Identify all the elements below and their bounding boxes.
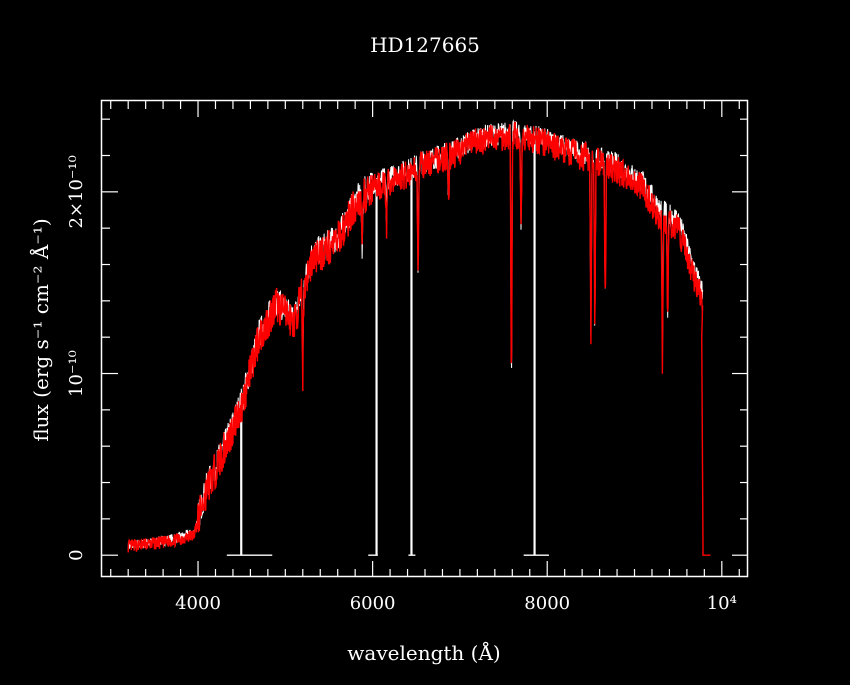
x-tick-label: 4000 [175, 593, 221, 614]
y-tick-label: 2×10⁻¹⁰ [66, 155, 87, 228]
ticks-layer [102, 101, 748, 577]
y-tick-label: 0 [66, 549, 87, 560]
y-axis-label: flux (erg s⁻¹ cm⁻² Å⁻¹) [28, 218, 53, 441]
x-tick-label: 6000 [350, 593, 396, 614]
gap-segment-3 [523, 136, 549, 556]
spectrum-layer [127, 119, 711, 556]
x-tick-label: 8000 [524, 593, 570, 614]
gap-segment-0 [226, 403, 273, 556]
tick-labels-layer: 4000 6000 8000 10⁴ 0 10⁻¹⁰ 2×10⁻¹⁰ [66, 155, 737, 614]
x-tick-label: 10⁴ [707, 593, 737, 614]
x-axis-label: wavelength (Å) [347, 640, 500, 665]
gap-segment-1 [368, 181, 378, 556]
series-line-red [127, 121, 711, 556]
chart-title: HD127665 [370, 33, 480, 57]
gap-segment-2 [408, 168, 416, 556]
y-tick-label: 10⁻¹⁰ [66, 350, 87, 397]
